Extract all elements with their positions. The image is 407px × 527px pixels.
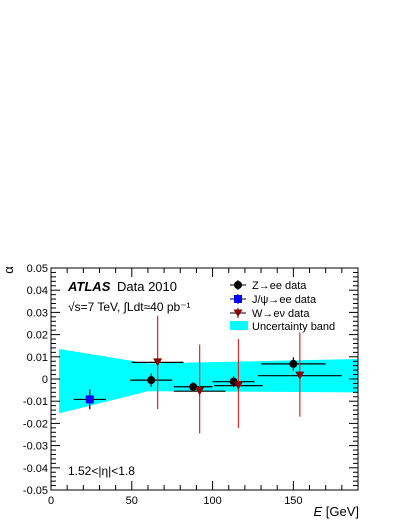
data-point-square — [85, 395, 94, 404]
dataset-label: Data 2010 — [117, 279, 177, 294]
legend-label-jpsi-ee: J/ψ→ee data — [252, 294, 317, 306]
series-square — [73, 389, 106, 410]
data-point-triangle — [233, 381, 243, 390]
legend-label-z-ee: Z→ee data — [252, 280, 307, 292]
y-tick-label: -0.02 — [23, 418, 48, 430]
data-point-circle — [289, 359, 298, 368]
legend-label-w-enu: W→eν data — [252, 308, 310, 320]
y-tick-label: -0.03 — [23, 441, 48, 453]
legend: Z→ee data J/ψ→ee data W→eν data Uncertai… — [230, 280, 335, 333]
y-tick-label: 0.01 — [27, 352, 48, 364]
y-tick-label: 0.04 — [27, 285, 48, 297]
y-tick-label: -0.04 — [23, 463, 48, 475]
legend-entry-z-ee: Z→ee data — [230, 280, 307, 292]
data-layer — [73, 315, 342, 434]
data-point-triangle — [195, 387, 205, 396]
y-tick-label: 0 — [42, 374, 48, 386]
x-tick-label: 100 — [203, 495, 221, 507]
x-tick-label: 0 — [48, 495, 54, 507]
data-point-triangle — [295, 371, 305, 380]
y-axis-label: α — [1, 266, 16, 274]
atlas-label: ATLAS — [67, 279, 111, 294]
legend-entry-uncertainty-band: Uncertainty band — [230, 321, 335, 333]
data-point-circle — [147, 376, 156, 385]
data-point-circle — [189, 382, 198, 391]
x-tick-label: 50 — [126, 495, 138, 507]
legend-label-uncertainty-band: Uncertainty band — [252, 321, 335, 333]
eta-range-label: 1.52<|η|<1.8 — [68, 464, 135, 478]
y-tick-label: 0.03 — [27, 307, 48, 319]
x-axis-label-variable: E — [313, 504, 322, 519]
y-tick-label: -0.01 — [23, 396, 48, 408]
legend-marker-circle — [234, 281, 242, 289]
legend-entry-jpsi-ee: J/ψ→ee data — [230, 294, 317, 306]
legend-swatch-band — [230, 321, 248, 330]
uncertainty-band — [59, 349, 358, 414]
x-axis-label: E [GeV] — [313, 504, 359, 519]
y-tick-label: -0.05 — [23, 485, 48, 497]
uncertainty-band-layer — [59, 349, 358, 414]
legend-marker-triangle — [233, 309, 243, 317]
x-tick-label: 150 — [284, 495, 302, 507]
y-tick-label: 0.05 — [27, 263, 48, 275]
x-axis-label-unit: [GeV] — [322, 504, 359, 519]
legend-marker-square — [234, 295, 242, 303]
energy-luminosity-label: √s=7 TeV, ∫Ldt≈40 pb⁻¹ — [68, 300, 191, 314]
legend-entry-w-enu: W→eν data — [230, 308, 310, 320]
series-triangle-down — [131, 315, 342, 434]
data-point-triangle — [153, 358, 163, 367]
y-tick-label: 0.02 — [27, 330, 48, 342]
axes-layer: -0.05 -0.04 -0.03 -0.02 -0.01 0 0.01 0.02 0.03 0.… — [23, 263, 359, 507]
